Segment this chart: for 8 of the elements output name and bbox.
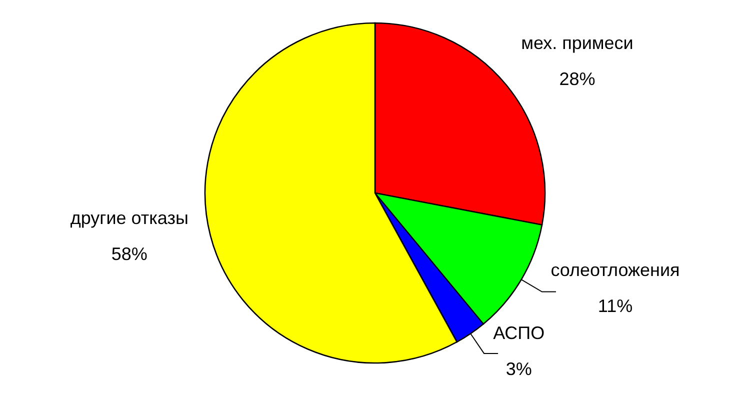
slice-label: мех. примеси bbox=[521, 32, 634, 53]
data-label: 58% bbox=[111, 244, 148, 264]
slice-label: другие отказы bbox=[70, 208, 188, 228]
slice-label: АСПО bbox=[493, 322, 545, 343]
data-label: 28% bbox=[559, 68, 596, 89]
slice-label: солеотложения bbox=[550, 260, 680, 280]
data-label: 3% bbox=[506, 358, 532, 379]
data-label: 11% bbox=[598, 296, 633, 316]
